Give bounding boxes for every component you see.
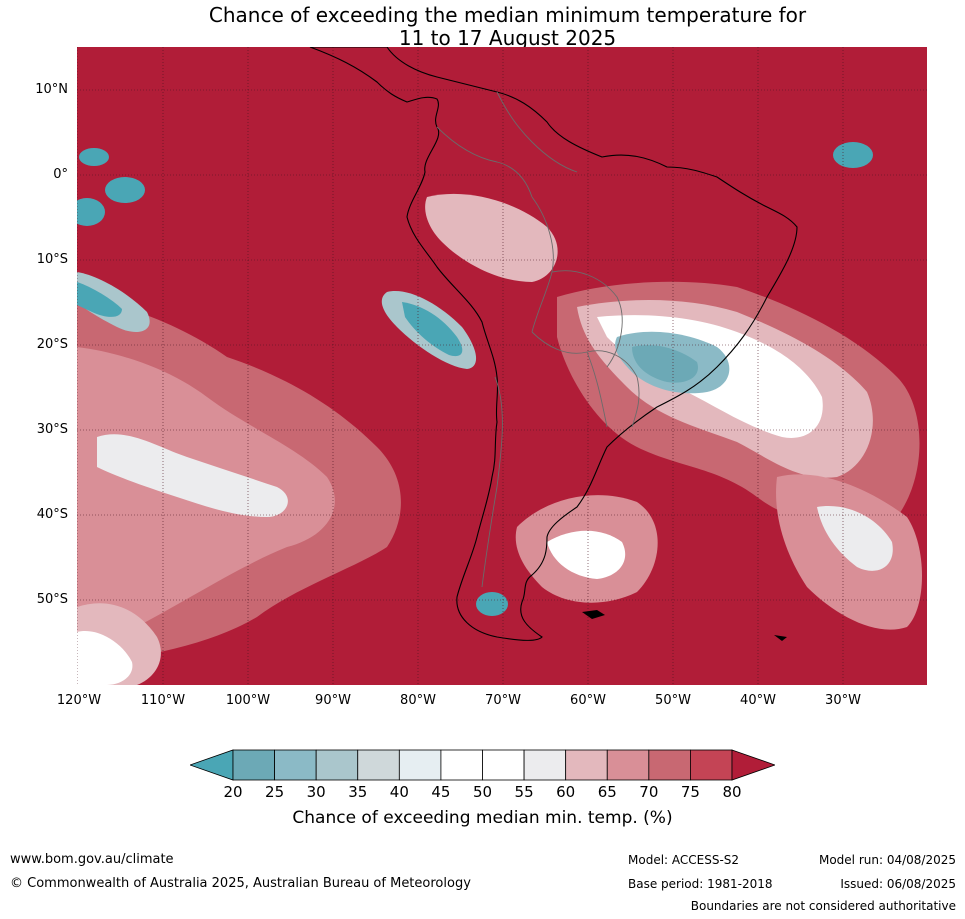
colorbar-tick-label: 55 [514, 783, 534, 801]
border-8 [631, 376, 640, 428]
colorbar-segment [565, 749, 608, 781]
falkland-islands [582, 610, 605, 619]
colorbar-tick-label: 50 [472, 783, 493, 801]
border-4 [551, 270, 623, 368]
country-borders [436, 91, 640, 588]
colorbar-segment [232, 749, 275, 781]
colorbar-tick-label: 80 [722, 783, 742, 801]
colorbar-tick-label: 20 [223, 783, 243, 801]
colorbar-segment [440, 749, 483, 781]
website-link[interactable]: www.bom.gov.au/climate [10, 852, 174, 867]
map-title: Chance of exceeding the median minimum t… [0, 4, 965, 50]
colorbar-segment [482, 749, 525, 781]
map-svg [77, 47, 927, 685]
title-line-1: Chance of exceeding the median minimum t… [208, 3, 807, 27]
base-period-text: Base period: 1981-2018 [628, 877, 773, 891]
lat-label-50s: 50°S [36, 592, 68, 607]
lon-label-30w: 30°W [825, 693, 861, 708]
south-georgia [774, 635, 787, 641]
lon-label-40w: 40°W [740, 693, 776, 708]
lon-label-60w: 60°W [570, 693, 606, 708]
lon-label-90w: 90°W [315, 693, 351, 708]
lon-label-100w: 100°W [225, 693, 271, 708]
colorbar-segment [315, 749, 359, 781]
copyright-text: © Commonwealth of Australia 2025, Austra… [10, 876, 471, 891]
colorbar-label: Chance of exceeding median min. temp. (%… [292, 808, 673, 828]
colorbar-tick-label: 45 [431, 783, 451, 801]
field-patagonia-atlantic-white [547, 530, 626, 579]
field-brazil-blue-core [632, 345, 698, 383]
lat-label-30s: 30°S [36, 422, 68, 437]
lat-label-40s: 40°S [36, 507, 68, 522]
colorbar-segment [606, 749, 650, 781]
model-text: Model: ACCESS-S2 [628, 853, 740, 867]
colorbar-segment [357, 749, 400, 781]
lat-label-0: 0° [53, 167, 68, 182]
field-blue-patch-3 [77, 198, 105, 226]
lon-label-50w: 50°W [655, 693, 691, 708]
issued-text: Issued: 06/08/2025 [840, 877, 956, 891]
field-pacific-sw-white [77, 631, 133, 685]
lat-label-10s: 10°S [36, 252, 68, 267]
colorbar-tick-label: 70 [639, 783, 659, 801]
border-1 [436, 126, 533, 198]
field-blue-patch-2 [79, 148, 109, 166]
border-7 [586, 351, 608, 428]
field-pacific-west-blue-core [77, 282, 122, 317]
colorbar-tick-label: 75 [680, 783, 700, 801]
colorbar [190, 749, 775, 781]
map-panel [77, 47, 927, 685]
colorbar-tick-label: 30 [306, 783, 326, 801]
title-line-2: 11 to 17 August 2025 [398, 26, 617, 50]
graticule [77, 47, 927, 685]
field-east-atlantic-white [817, 506, 893, 571]
lon-label-120w: 120°W [56, 693, 102, 708]
lon-label-110w: 110°W [140, 693, 186, 708]
colorbar-extend-low [190, 749, 234, 781]
field-pacific-south-55 [97, 434, 288, 517]
colorbar-extend-high [731, 749, 775, 781]
border-2 [496, 91, 578, 173]
lat-label-20s: 20°S [36, 337, 68, 352]
field-peru-offshore-core [402, 302, 463, 357]
field-chile-south-blue [476, 592, 508, 616]
colorbar-segment [523, 749, 567, 781]
colorbar-segment [648, 749, 691, 781]
colorbar-tick-label: 35 [348, 783, 368, 801]
disclaimer-text: Boundaries are not considered authoritat… [690, 899, 956, 913]
border-6 [481, 376, 503, 588]
colorbar-segment [398, 749, 442, 781]
lat-label-10n: 10°N [35, 82, 68, 97]
colorbar-segment [690, 749, 733, 781]
colorbar-tick-label: 65 [597, 783, 617, 801]
field-blue-patch-1 [105, 177, 145, 203]
colorbar-tick-label: 25 [265, 783, 285, 801]
field-blue-patch-east [833, 142, 873, 168]
probability-fields [77, 142, 922, 685]
lon-label-80w: 80°W [400, 693, 436, 708]
model-run-text: Model run: 04/08/2025 [818, 853, 956, 867]
colorbar-tick-label: 60 [556, 783, 576, 801]
lon-label-70w: 70°W [485, 693, 521, 708]
coastline [309, 47, 798, 641]
colorbar-segment [274, 749, 317, 781]
colorbar-tick-label: 40 [389, 783, 409, 801]
